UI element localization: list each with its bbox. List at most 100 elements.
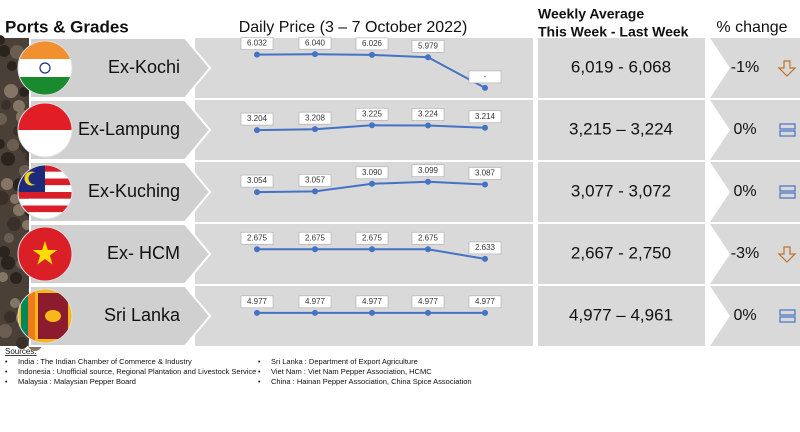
price-label: 6.040 bbox=[305, 38, 326, 47]
peppercorn bbox=[0, 324, 12, 338]
weekly-cell bbox=[538, 224, 705, 284]
peppercorn bbox=[0, 191, 9, 205]
peppercorn bbox=[4, 233, 14, 243]
price-label: 3.225 bbox=[362, 109, 383, 118]
peppercorn bbox=[10, 194, 20, 204]
flag bbox=[18, 77, 72, 95]
flag bbox=[28, 289, 35, 343]
price-label: 6.026 bbox=[362, 39, 383, 48]
change-cell bbox=[710, 162, 800, 222]
price-label: 5.979 bbox=[418, 41, 439, 50]
peppercorn bbox=[1, 256, 15, 270]
price-label-box bbox=[355, 295, 389, 309]
port-name: Ex- HCM bbox=[107, 243, 180, 263]
flag bbox=[32, 241, 58, 265]
bullet: • bbox=[258, 359, 261, 366]
flag-ring bbox=[17, 40, 73, 96]
price-point bbox=[482, 181, 488, 188]
peppercorn bbox=[4, 84, 18, 98]
price-label-box bbox=[240, 112, 274, 126]
price-point bbox=[254, 189, 260, 196]
header-daily: Daily Price (3 – 7 October 2022) bbox=[239, 19, 468, 36]
source-item: Indonesia : Unofficial source, Regional … bbox=[18, 367, 256, 376]
price-point bbox=[425, 246, 431, 253]
price-label-box bbox=[411, 164, 445, 178]
peppercorn bbox=[4, 311, 16, 323]
port-name: Ex-Kochi bbox=[108, 57, 180, 77]
price-label: 3.224 bbox=[418, 110, 439, 119]
equal-icon bbox=[779, 185, 796, 192]
price-point bbox=[312, 126, 318, 133]
source-item: Viet Nam : Viet Nam Pepper Association, … bbox=[271, 367, 432, 376]
flag bbox=[18, 227, 72, 281]
price-point bbox=[254, 127, 260, 134]
price-label-box bbox=[240, 37, 274, 50]
flag bbox=[45, 310, 61, 322]
price-label-box bbox=[240, 231, 274, 245]
weekly-cell bbox=[538, 162, 705, 222]
price-point bbox=[425, 178, 431, 185]
source-item: China : Hainan Pepper Association, China… bbox=[271, 377, 472, 386]
peppercorn bbox=[1, 100, 11, 110]
price-point bbox=[425, 122, 431, 129]
peppercorn bbox=[7, 139, 19, 151]
percent-change: 0% bbox=[733, 183, 756, 200]
price-label-box bbox=[411, 108, 445, 121]
peppercorn bbox=[1, 178, 13, 190]
price-point bbox=[254, 51, 260, 58]
price-label: 6.032 bbox=[247, 39, 268, 48]
bullet: • bbox=[258, 369, 261, 376]
peppercorn bbox=[10, 298, 20, 308]
equal-icon bbox=[779, 123, 796, 130]
price-label: 2.675 bbox=[362, 233, 383, 242]
weekly-cell bbox=[538, 38, 705, 98]
peppercorn bbox=[19, 87, 29, 97]
flag bbox=[18, 41, 72, 95]
price-label: 2.633 bbox=[475, 243, 496, 252]
change-cell bbox=[710, 224, 800, 284]
price-label-box bbox=[468, 295, 502, 309]
price-point bbox=[254, 246, 260, 253]
price-point bbox=[369, 309, 375, 316]
price-label-box bbox=[411, 231, 445, 245]
price-point bbox=[312, 246, 318, 253]
equal-icon bbox=[779, 130, 796, 137]
percent-change: 0% bbox=[733, 307, 756, 324]
price-label-box bbox=[468, 110, 502, 124]
flag-ring bbox=[17, 226, 73, 282]
price-label-box bbox=[355, 166, 389, 180]
weekly-average: 3,215 – 3,224 bbox=[569, 119, 673, 138]
price-label: 3.099 bbox=[418, 166, 439, 175]
change-cell bbox=[710, 100, 800, 160]
price-label: 4.977 bbox=[305, 297, 326, 306]
price-label: 2.675 bbox=[247, 233, 268, 242]
price-point bbox=[312, 188, 318, 195]
price-point bbox=[369, 180, 375, 187]
flag bbox=[18, 212, 72, 219]
change-cell bbox=[710, 38, 800, 98]
percent-change: 0% bbox=[733, 121, 756, 138]
price-label-box bbox=[355, 107, 389, 121]
price-label: 2.675 bbox=[305, 233, 326, 242]
price-label: 2.675 bbox=[418, 233, 439, 242]
flag bbox=[18, 198, 72, 206]
bullet: • bbox=[258, 379, 261, 386]
weekly-average: 6,019 - 6,068 bbox=[571, 57, 671, 76]
price-label: 4.977 bbox=[475, 297, 496, 306]
price-label-box bbox=[355, 231, 389, 245]
price-point bbox=[482, 124, 488, 131]
peppercorn bbox=[0, 45, 10, 57]
price-label-box bbox=[411, 39, 445, 53]
flag bbox=[39, 62, 51, 74]
weekly-average: 3,077 - 3,072 bbox=[571, 181, 671, 200]
price-label-box bbox=[468, 241, 502, 255]
price-label-box bbox=[468, 167, 502, 180]
price-label-box bbox=[298, 111, 332, 125]
price-label-box bbox=[411, 295, 445, 309]
weekly-cell bbox=[538, 100, 705, 160]
equal-icon bbox=[779, 316, 796, 323]
price-point bbox=[482, 84, 488, 91]
source-item: India : The Indian Chamber of Commerce &… bbox=[18, 357, 192, 366]
price-label-box bbox=[240, 295, 274, 309]
price-label: 3.054 bbox=[247, 176, 268, 185]
